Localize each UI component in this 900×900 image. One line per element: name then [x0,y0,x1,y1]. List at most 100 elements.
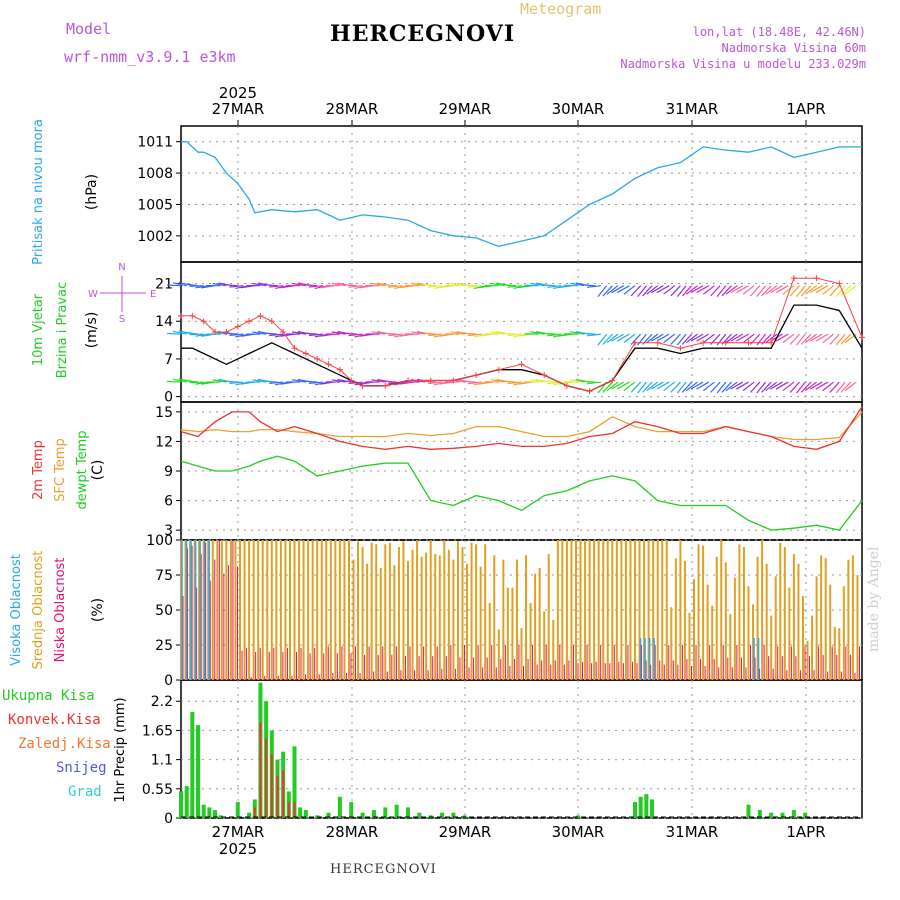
wind-arrow-1-80 [623,333,636,344]
wind-arrow-2-66 [541,284,556,287]
wind-arrow-2-99 [730,285,744,294]
y-tick-label-3-2: 9 [164,464,173,480]
wind-arrow-1-98 [725,333,738,344]
gust-marker-17 [382,382,389,389]
conv-bar-7 [293,802,296,818]
wind-arrow-1-115 [822,333,834,344]
wind-arrow-2-118 [840,285,852,297]
wind-arrow-1-24 [303,332,318,335]
wind-arrow-0-111 [800,381,812,393]
wind-arrow-0-101 [742,381,755,392]
gust-marker-24 [541,372,548,379]
top-date-label-2: 29MAR [439,100,492,118]
y-tick-label-5-0: 0 [164,811,173,827]
coords-label: lon,lat (18.48E, 42.46N) [692,25,866,39]
wind-arrow-2-46 [428,285,443,288]
wind-arrow-0-109 [789,381,801,393]
wind-arrow-1-3 [184,331,199,335]
wind-arrow-0-116 [829,381,840,393]
wind-arrow-2-101 [742,285,755,295]
gust-marker-6 [246,318,253,325]
wind-arrow-0-29 [331,379,346,383]
wind-arrow-2-10 [223,283,238,287]
rain-bar-4 [201,804,206,818]
wind-arrow-0-11 [229,381,244,384]
rain-bar-7 [218,815,223,818]
temp2m-label: 2m Temp [31,440,46,500]
wind-arrow-1-91 [685,333,698,344]
y-tick-label-2-1: 7 [164,352,173,368]
wind-arrow-1-59 [501,332,516,335]
wind-arrow-2-0 [166,284,182,287]
wind-title-2: Brzina i Pravac [55,282,70,379]
wind-arrow-2-74 [586,285,602,288]
gust-marker-14 [336,366,343,373]
wind-arrow-2-29 [331,282,346,287]
wind-arrow-2-67 [547,285,562,288]
wind-arrow-2-79 [616,285,630,294]
gust-marker-36 [813,275,820,282]
y-tick-label-4-4: 100 [146,533,173,549]
rain-bar-19 [303,810,308,818]
wind-arrow-0-98 [725,381,738,392]
wind-arrow-0-18 [269,381,284,384]
y-tick-label-3-0: 3 [164,523,173,539]
wind-arrow-2-18 [269,285,284,288]
pressure-title: Pritisak na nivou mora [31,119,46,265]
wind-arrow-1-89 [676,333,687,346]
y-tick-label-4-1: 25 [155,638,173,654]
wind-arrow-2-52 [462,284,477,287]
wind-arrow-0-99 [730,381,744,390]
rain-bar-28 [406,807,410,818]
rain-bar-3 [196,725,201,818]
rain-bar-22 [337,796,342,818]
wind-arrow-1-99 [730,333,744,342]
wind-arrow-1-105 [765,333,778,344]
gust-marker-30 [677,345,684,352]
wind-arrow-2-80 [623,285,636,295]
wind-arrow-1-100 [736,333,749,342]
gust-marker-12 [314,355,321,362]
wind-arrow-2-103 [756,285,766,298]
gust-marker-0 [178,312,184,319]
wind-arrow-0-0 [166,380,182,383]
rain-bar-42 [780,812,785,818]
low-cloud-label: Niska Oblacnost [53,558,68,663]
wind-arrow-1-39 [388,333,403,337]
wind-arrow-0-113 [809,381,823,390]
wind-arrow-0-104 [761,381,772,393]
precip-legend-3: Snijeg [56,760,107,776]
conv-bar-1 [259,722,262,818]
wind-arrow-1-18 [269,333,284,337]
rain-bar-34 [576,815,581,818]
wind-arrow-0-38 [382,380,397,383]
wind-arrow-2-96 [716,285,727,298]
y-tick-label-3-4: 15 [155,405,173,421]
wind-arrow-0-100 [736,381,749,390]
gust-marker-29 [654,339,661,346]
wind-arrow-2-114 [815,285,829,294]
wind-arrow-1-109 [789,333,801,345]
wind-arrow-1-53 [467,333,482,337]
wind-arrow-2-115 [822,285,834,295]
compass-n: N [118,262,125,273]
wind-unit: (m/s) [84,312,100,349]
y-tick-label-4-3: 75 [155,568,173,584]
wind-arrow-2-84 [646,285,659,295]
wind-arrow-2-92 [690,285,704,294]
wind-arrow-0-89 [676,381,687,394]
wind-arrow-2-100 [736,285,749,294]
wind-arrow-0-60 [507,381,522,385]
y-tick-label-5-1: 0.55 [142,782,173,798]
rain-bar-38 [650,799,655,818]
wind-arrow-2-119 [844,285,857,295]
wind-arrow-0-3 [184,379,199,383]
model-elevation-label: Nadmorska Visina u modelu 233.029m [620,57,866,71]
wind-arrow-1-32 [348,333,363,337]
rain-bar-1 [184,786,189,818]
wind-arrow-1-46 [428,333,443,337]
wind-arrow-1-94 [702,333,715,344]
y-tick-label-1-1: 1005 [137,197,173,213]
wind-arrow-2-98 [725,285,738,295]
rain-bar-39 [746,804,751,818]
